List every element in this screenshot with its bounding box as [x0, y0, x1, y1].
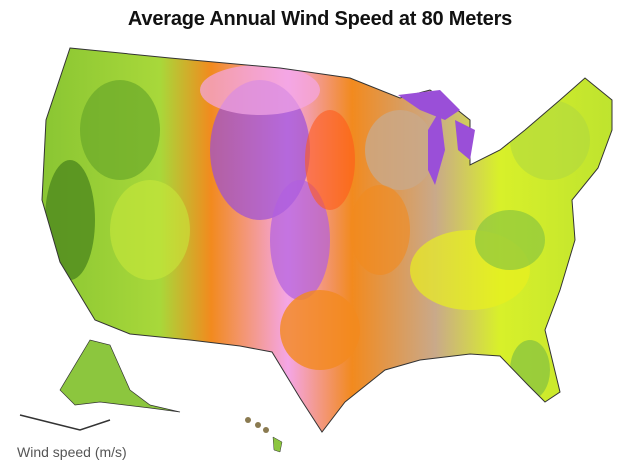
map-title: Average Annual Wind Speed at 80 Meters [127, 8, 513, 30]
hawaii [245, 417, 283, 453]
lake-superior [398, 90, 460, 120]
lake-michigan [428, 110, 445, 185]
lake-huron [455, 120, 475, 160]
alaska [59, 339, 181, 413]
legend-title: Wind speed (m/s) [17, 444, 127, 460]
aleutian-islands [19, 414, 111, 431]
